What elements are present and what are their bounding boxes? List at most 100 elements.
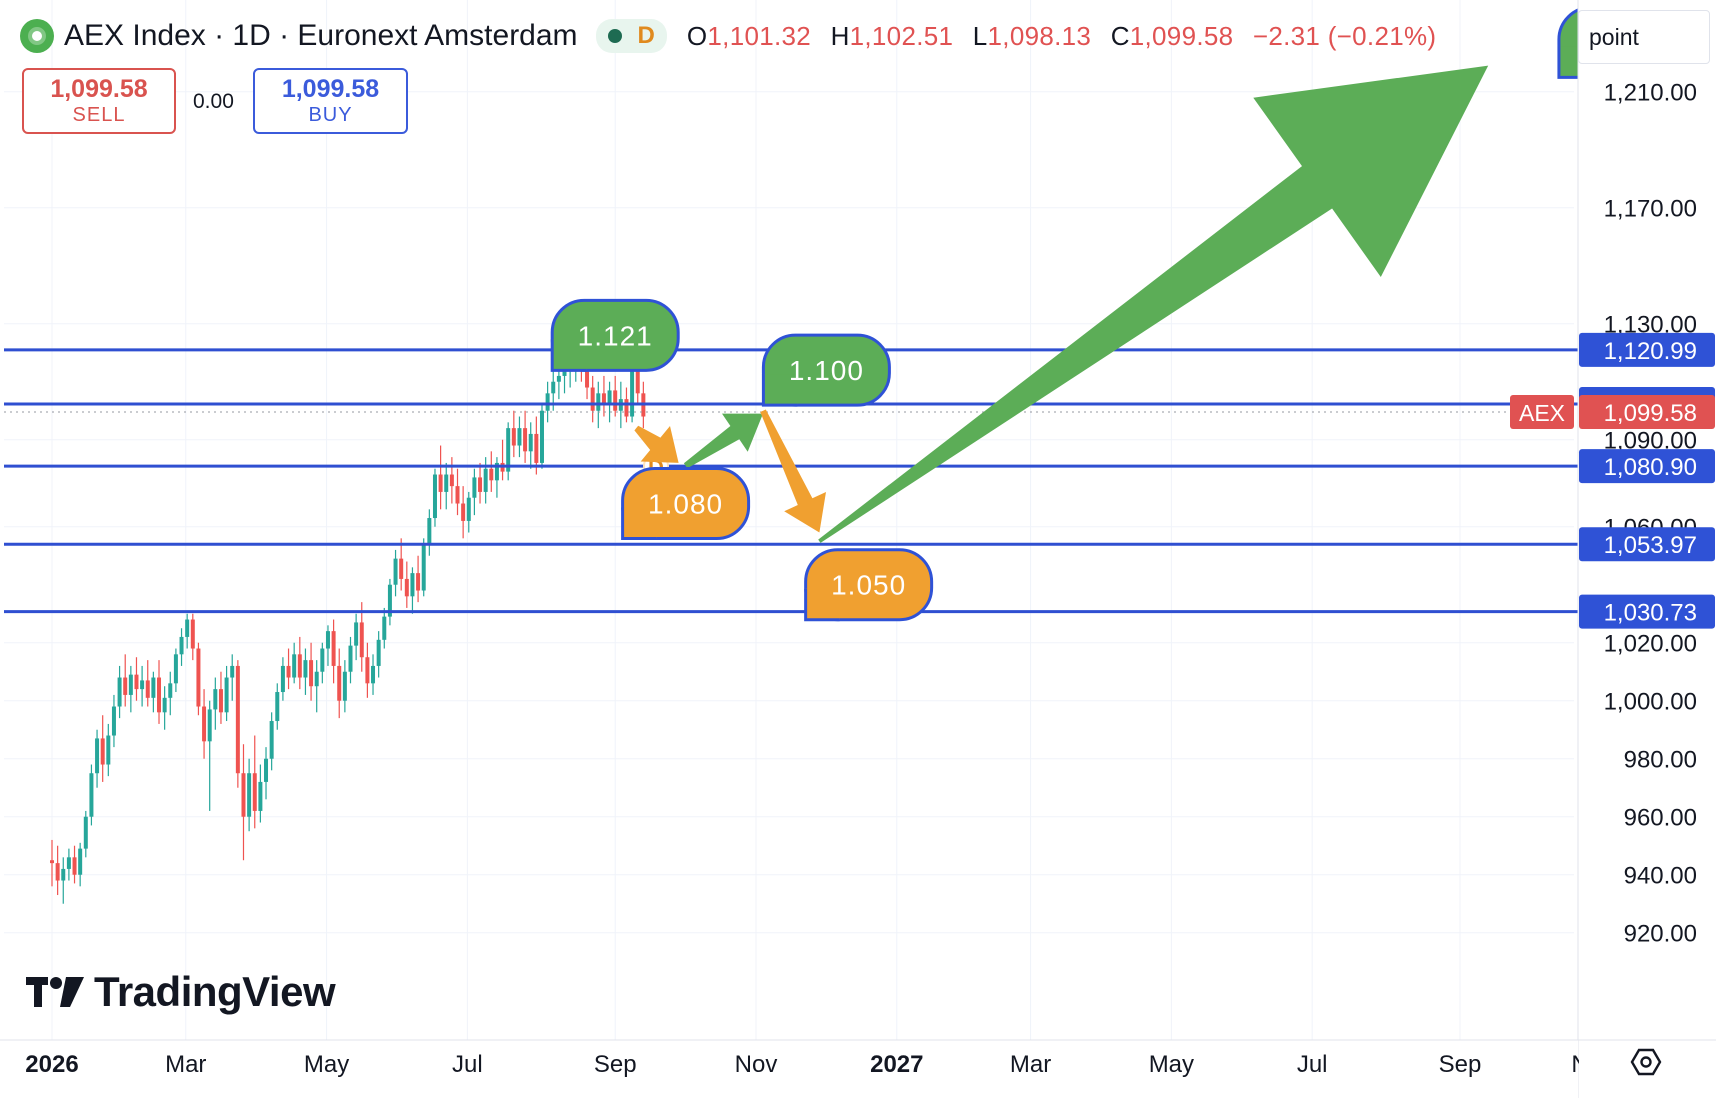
price-tick-label: 1,000.00 [1604,689,1697,716]
candle-body [551,381,556,394]
candle-body [162,697,167,713]
candle-body [427,518,432,545]
candle [247,758,252,832]
candle [399,538,404,591]
annotation-green[interactable]: 1.121 [550,298,680,372]
candle [371,654,376,695]
candle [365,642,370,698]
time-tick-label: Sep [594,1051,637,1078]
candle [258,764,263,823]
candle-body [269,721,274,759]
level-price-tag[interactable] [1579,594,1715,629]
candle-body [523,428,528,452]
candle [393,549,398,597]
level-price-tag[interactable] [1579,527,1715,562]
high-value: 1,102.51 [849,20,954,51]
green-arrow [683,413,763,469]
candle [286,648,291,690]
candle [95,729,100,788]
candle-body [399,558,404,579]
candle-body [354,622,359,646]
candle-body [455,486,460,504]
candle [140,665,145,707]
chart-header: AEX Index · 1D · Euronext Amsterdam D O1… [20,14,1436,58]
candle-body [106,735,111,765]
candle-body [224,677,229,713]
candle [472,468,477,516]
annotation-orange[interactable]: 1.050 [804,548,934,622]
change-value: −2.31 (−0.21%) [1252,20,1437,51]
candle-body [128,674,133,695]
candle-body [489,468,494,481]
annotation-orange[interactable]: 1.080 [621,467,751,541]
candle-body [309,660,314,687]
settings-gear-icon[interactable] [1630,1048,1662,1076]
time-tick-label: Mar [165,1051,206,1078]
candle [506,422,511,481]
buy-button[interactable]: 1,099.58 BUY [253,68,408,134]
symbol-tag [1510,394,1574,429]
candle-body [404,578,409,597]
candle [89,764,94,826]
time-tick-label: Nov [735,1051,778,1078]
candle [252,735,257,829]
candle [235,660,240,788]
candle [269,712,274,771]
candle [416,555,421,603]
candle-body [247,773,252,817]
candle-body [185,619,190,637]
gear-hexagon [1630,1048,1662,1076]
candle [545,381,550,423]
candle [438,445,443,510]
market-status[interactable]: D [595,19,667,53]
candle [528,422,533,469]
price-tick-label: 920.00 [1624,921,1697,948]
price-unit-selector[interactable]: point [1578,10,1710,64]
level-price-tag[interactable] [1579,449,1715,484]
level-price-tag[interactable] [1579,332,1715,367]
candle-body [545,393,550,411]
candle [320,642,325,684]
candle [404,561,409,608]
candle-body [376,639,381,666]
candle-body [196,648,201,707]
candle-body [89,773,94,817]
candle [162,686,167,730]
candle [466,491,471,533]
sell-button[interactable]: 1,099.58 SELL [22,68,176,134]
low-value: 1,098.13 [987,20,1092,51]
candle-body [511,428,516,446]
candle [241,744,246,861]
candle-body [478,477,483,492]
candle [196,642,201,716]
candle-body [359,622,364,658]
close-label: C [1110,20,1130,51]
candle-body [50,860,54,864]
time-tick-label: Jul [1297,1051,1328,1078]
symbol-title[interactable]: AEX Index · 1D · Euronext Amsterdam [64,19,578,52]
index-logo-icon [20,19,54,53]
time-tick-label: Jul [452,1051,483,1078]
candle-body [590,387,595,411]
candle [145,660,150,707]
candle-body [303,660,308,678]
candle [461,486,466,539]
candle-body [342,671,347,701]
candle-body [421,544,426,591]
candle [50,839,54,887]
candle-body [190,619,195,649]
time-tick-label: 2026 [25,1051,78,1078]
candle-body [157,677,162,713]
buy-price: 1,099.58 [281,75,380,103]
annotation-tail-outline [550,339,587,372]
candle [500,439,505,481]
candle [292,642,297,684]
annotation-green[interactable]: 1.100 [761,333,891,407]
time-axis-bg [0,1040,1578,1098]
last-price-label: 1,099.58 [1604,400,1697,427]
candle [331,619,336,684]
time-axis: 2026MarMayJulSepNov2027MarMayJulSepNo [0,1039,1716,1098]
candle-body [444,474,449,492]
candle-body [280,665,285,693]
candle [111,694,116,748]
